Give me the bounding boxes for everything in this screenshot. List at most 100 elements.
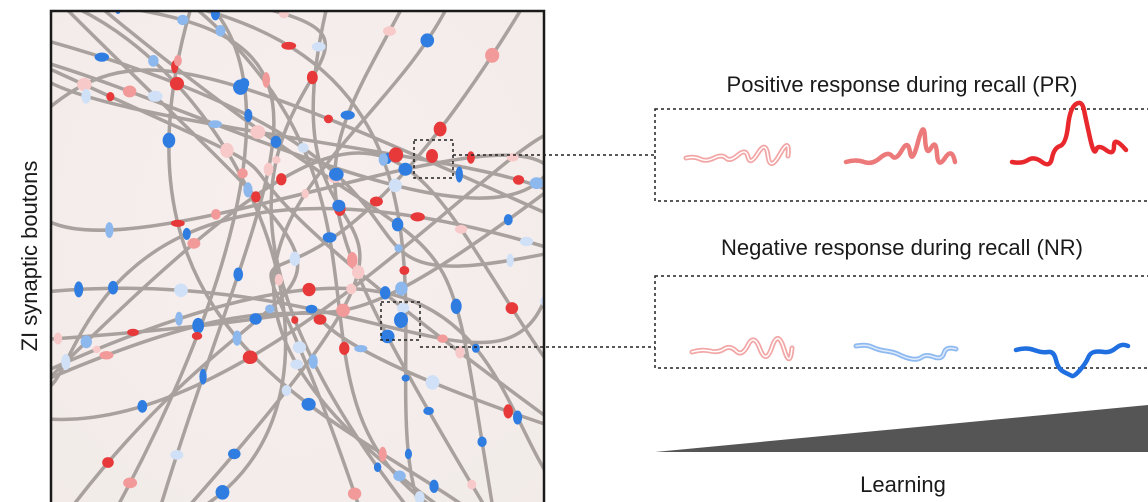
bouton	[306, 305, 318, 314]
bouton	[239, 78, 249, 89]
trace	[686, 145, 788, 163]
bouton	[389, 179, 402, 193]
bouton	[127, 329, 139, 336]
bouton	[348, 488, 361, 500]
bouton	[174, 55, 182, 66]
bouton	[370, 197, 383, 207]
bouton	[251, 191, 261, 202]
figure: ZI synaptic boutons Positive response du…	[0, 0, 1148, 502]
bouton	[503, 404, 513, 418]
bouton	[467, 480, 476, 490]
bouton	[455, 346, 464, 358]
bouton-field	[40, 0, 555, 502]
bouton	[307, 71, 318, 85]
bouton	[220, 143, 233, 158]
bouton	[380, 286, 391, 299]
bouton	[264, 163, 274, 176]
learning-label: Learning	[860, 472, 946, 497]
bouton	[314, 314, 327, 324]
bouton	[383, 26, 396, 36]
bouton	[347, 252, 357, 268]
bouton	[323, 232, 337, 242]
bouton	[402, 375, 410, 382]
bouton	[302, 398, 316, 411]
page: {"panel": {"y_label": "ZI synaptic bouto…	[0, 0, 1148, 502]
bouton	[339, 342, 349, 355]
bouton	[309, 354, 318, 369]
bouton	[265, 304, 275, 313]
trace	[1012, 103, 1126, 164]
bouton	[467, 151, 475, 163]
bouton	[455, 225, 467, 234]
bouton	[271, 136, 282, 148]
bouton	[374, 462, 381, 472]
bouton	[81, 89, 91, 104]
bouton	[410, 212, 424, 221]
bouton	[303, 283, 316, 296]
nr-title: Negative response during recall (NR)	[721, 235, 1083, 260]
bouton	[216, 485, 230, 500]
bouton	[244, 109, 252, 122]
bouton	[211, 6, 220, 20]
bouton	[420, 33, 434, 47]
bouton	[54, 333, 62, 345]
bouton	[423, 407, 434, 415]
bouton	[177, 15, 188, 25]
bouton	[233, 267, 243, 281]
bouton	[405, 449, 412, 460]
bouton	[293, 341, 306, 353]
bouton	[379, 153, 388, 166]
trace	[846, 129, 955, 162]
bouton	[170, 77, 184, 90]
bouton	[389, 147, 403, 162]
nr-traces	[692, 338, 1128, 376]
bouton	[426, 375, 440, 390]
bouton	[456, 166, 463, 182]
y-label: ZI synaptic boutons	[17, 161, 42, 352]
bouton	[192, 332, 202, 340]
bouton	[393, 471, 405, 482]
bouton	[332, 200, 345, 212]
bouton	[123, 477, 137, 488]
bouton	[171, 220, 185, 227]
bouton	[346, 284, 356, 295]
learning-wedge	[655, 405, 1148, 452]
bouton	[395, 282, 408, 296]
bouton	[437, 335, 448, 343]
bouton	[397, 303, 409, 313]
bouton	[199, 369, 206, 385]
bouton	[208, 120, 222, 128]
bouton	[394, 312, 408, 328]
bouton	[472, 344, 480, 353]
bouton	[513, 175, 524, 185]
trace	[856, 345, 956, 359]
bouton	[215, 25, 225, 36]
bouton	[61, 354, 70, 370]
bouton	[243, 351, 258, 365]
bouton	[77, 78, 92, 91]
bouton	[93, 346, 101, 353]
bouton	[513, 410, 522, 424]
bouton	[354, 345, 367, 352]
bouton	[395, 244, 403, 252]
bouton	[336, 304, 350, 317]
bouton	[434, 122, 447, 137]
bouton	[530, 177, 544, 189]
bouton	[95, 52, 109, 61]
bouton	[324, 115, 333, 124]
bouton	[211, 209, 221, 220]
bouton	[175, 312, 183, 326]
bouton	[289, 252, 300, 266]
bouton	[399, 266, 409, 275]
bouton	[275, 274, 283, 286]
bouton	[148, 91, 163, 102]
bouton	[506, 302, 519, 314]
bouton	[192, 318, 204, 334]
bouton	[506, 254, 513, 267]
bouton	[250, 125, 265, 139]
bouton	[123, 86, 137, 98]
bouton	[312, 42, 326, 52]
trace	[692, 338, 792, 358]
bouton	[485, 48, 499, 63]
bouton	[272, 156, 281, 163]
